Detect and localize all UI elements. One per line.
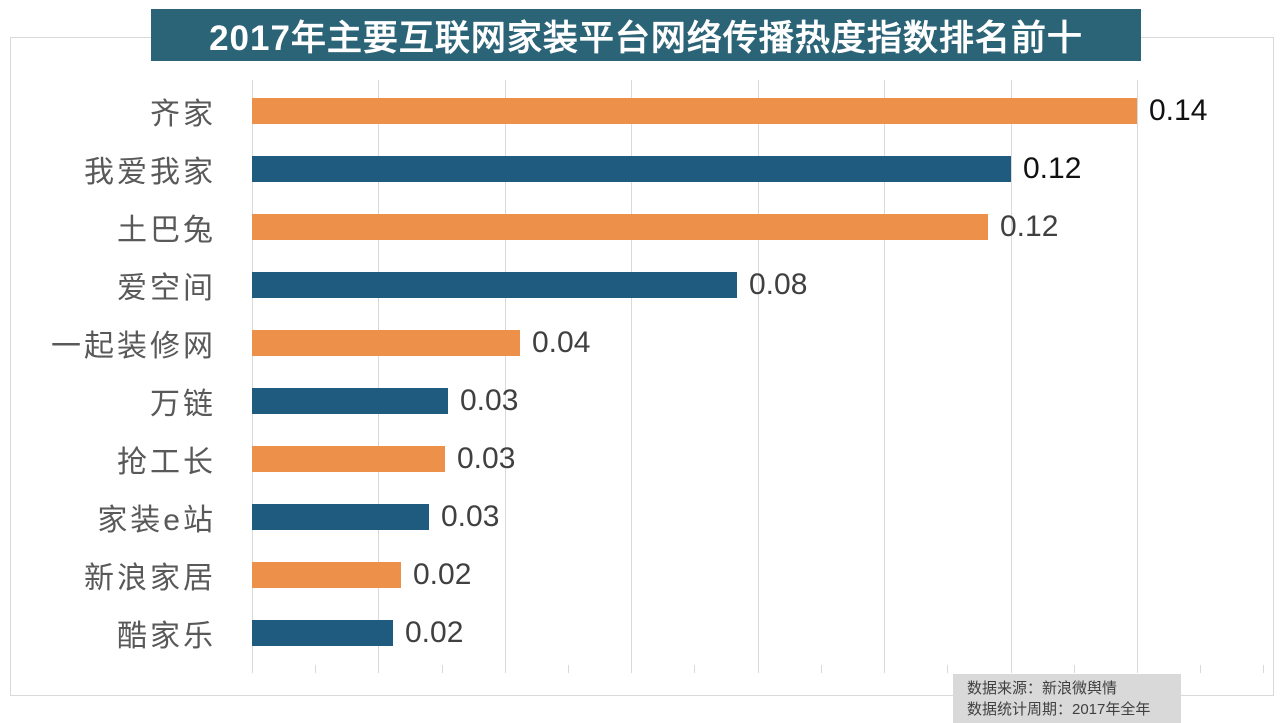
minor-tick <box>758 665 759 673</box>
period-line: 数据统计周期：2017年全年 <box>967 701 1151 718</box>
bar <box>252 98 1137 124</box>
gridline <box>631 80 632 665</box>
value-label: 0.14 <box>1149 94 1208 127</box>
bar <box>252 330 520 356</box>
gridline <box>884 80 885 665</box>
category-label: 新浪家居 <box>84 562 216 595</box>
value-label: 0.08 <box>749 268 808 301</box>
gridline <box>378 80 379 665</box>
bar <box>252 388 448 414</box>
value-label: 0.04 <box>532 326 591 359</box>
minor-tick <box>1074 665 1075 673</box>
category-label: 抢工长 <box>117 446 216 479</box>
gridline <box>1137 80 1138 665</box>
axis-line <box>252 80 253 673</box>
category-label: 万链 <box>150 388 216 421</box>
bar <box>252 446 445 472</box>
category-label: 一起装修网 <box>51 330 216 363</box>
value-label: 0.03 <box>457 442 516 475</box>
gridline <box>1011 80 1012 665</box>
value-label: 0.03 <box>441 500 500 533</box>
value-label: 0.02 <box>413 558 472 591</box>
bar <box>252 620 393 646</box>
category-label: 齐家 <box>150 98 216 131</box>
value-label: 0.12 <box>1000 210 1059 243</box>
bar <box>252 156 1011 182</box>
minor-tick <box>1200 665 1201 673</box>
minor-tick <box>505 665 506 673</box>
minor-tick <box>1137 665 1138 673</box>
category-label: 土巴兔 <box>117 214 216 247</box>
minor-tick <box>442 665 443 673</box>
category-label: 爱空间 <box>117 272 216 305</box>
plot-area: 0.14 0.12 0.12 0.08 0.04 0.03 0.03 0.03 0.02 0.02 <box>252 80 1276 673</box>
minor-tick <box>821 665 822 673</box>
minor-tick <box>1011 665 1012 673</box>
minor-tick <box>315 665 316 673</box>
chart-frame <box>10 37 1274 696</box>
source-box: 数据来源：新浪微舆情 数据统计周期：2017年全年 <box>953 674 1181 723</box>
bar <box>252 214 988 240</box>
value-label: 0.03 <box>460 384 519 417</box>
minor-tick <box>947 665 948 673</box>
minor-tick <box>378 665 379 673</box>
category-label: 酷家乐 <box>117 620 216 653</box>
gridline <box>758 80 759 665</box>
gridline <box>505 80 506 665</box>
category-label: 家装e站 <box>97 504 216 537</box>
value-label: 0.12 <box>1023 152 1082 185</box>
category-labels-layer: 齐家我爱我家土巴兔爱空间一起装修网万链抢工长家装e站新浪家居酷家乐 <box>0 82 216 662</box>
minor-tick <box>631 665 632 673</box>
chart-title: 2017年主要互联网家装平台网络传播热度指数排名前十 <box>151 9 1141 61</box>
bar <box>252 504 429 530</box>
minor-tick <box>568 665 569 673</box>
minor-tick <box>1263 665 1264 673</box>
minor-tick <box>884 665 885 673</box>
source-line: 数据来源：新浪微舆情 <box>967 680 1118 697</box>
bar <box>252 272 737 298</box>
category-label: 我爱我家 <box>84 156 216 189</box>
minor-tick <box>694 665 695 673</box>
bar <box>252 562 401 588</box>
value-label: 0.02 <box>405 616 464 649</box>
